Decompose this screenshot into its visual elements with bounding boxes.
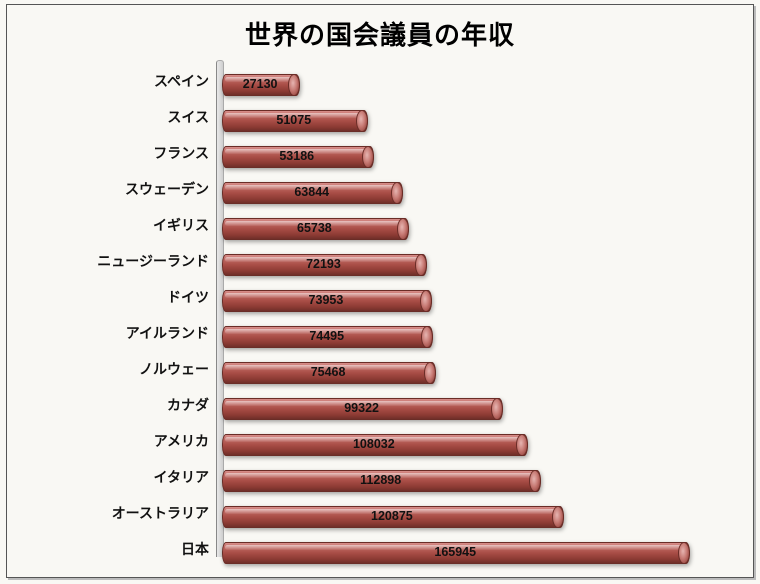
bar-row: イタリア112898 — [29, 462, 731, 498]
category-label: フランス — [29, 138, 219, 168]
bar-row: イギリス65738 — [29, 210, 731, 246]
bar-row: カナダ99322 — [29, 390, 731, 426]
bar — [222, 218, 409, 240]
bar — [222, 326, 433, 348]
category-label: ドイツ — [29, 282, 219, 312]
bar-row: 日本165945 — [29, 534, 731, 570]
bar-row: ノルウェー75468 — [29, 354, 731, 390]
bar — [222, 290, 432, 312]
bar-row: スペイン27130 — [29, 66, 731, 102]
chart-area: スペイン27130スイス51075フランス53186スウェーデン63844イギリ… — [29, 60, 731, 557]
bar-row: スイス51075 — [29, 102, 731, 138]
category-label: スペイン — [29, 66, 219, 96]
bar-row: スウェーデン63844 — [29, 174, 731, 210]
category-label: イタリア — [29, 462, 219, 492]
bar — [222, 110, 368, 132]
bar — [222, 146, 374, 168]
bar-row: オーストラリア120875 — [29, 498, 731, 534]
bar — [222, 542, 690, 564]
category-label: イギリス — [29, 210, 219, 240]
bar-row: フランス53186 — [29, 138, 731, 174]
category-label: 日本 — [29, 534, 219, 564]
bar — [222, 398, 503, 420]
bar — [222, 362, 436, 384]
category-label: スイス — [29, 102, 219, 132]
category-label: アイルランド — [29, 318, 219, 348]
bar-row: ドイツ73953 — [29, 282, 731, 318]
bar — [222, 74, 300, 96]
bar — [222, 254, 427, 276]
chart-title: 世界の国会議員の年収 — [7, 15, 753, 52]
bar-row: アイルランド74495 — [29, 318, 731, 354]
category-label: カナダ — [29, 390, 219, 420]
bar — [222, 182, 403, 204]
category-label: アメリカ — [29, 426, 219, 456]
category-label: オーストラリア — [29, 498, 219, 528]
bar — [222, 434, 528, 456]
category-label: スウェーデン — [29, 174, 219, 204]
bar-row: アメリカ108032 — [29, 426, 731, 462]
chart-frame: 世界の国会議員の年収 スペイン27130スイス51075フランス53186スウェ… — [6, 4, 754, 578]
bar — [222, 470, 541, 492]
bar-row: ニュージーランド72193 — [29, 246, 731, 282]
bar — [222, 506, 564, 528]
category-label: ノルウェー — [29, 354, 219, 384]
category-label: ニュージーランド — [29, 246, 219, 276]
